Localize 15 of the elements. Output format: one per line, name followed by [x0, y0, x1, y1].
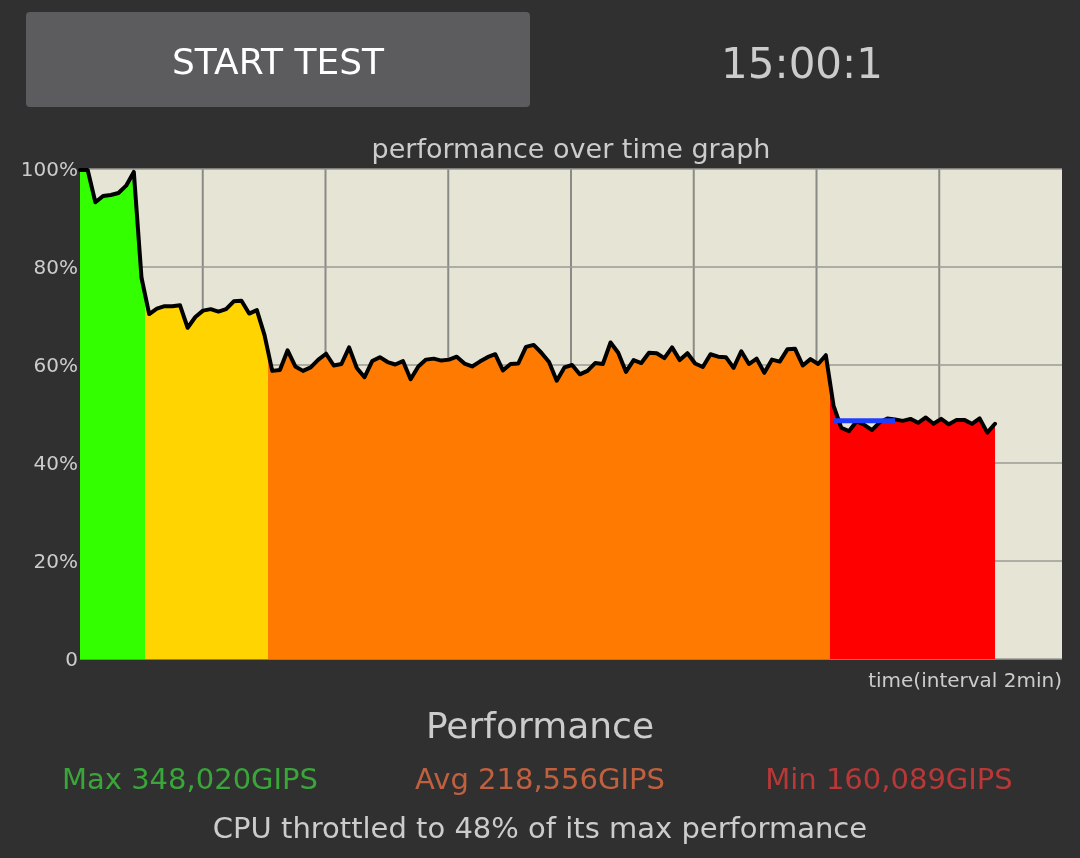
text: Performance — [425, 705, 655, 746]
x-axis-title: time(interval 2min) — [868, 668, 1062, 692]
chart-title: performance over time graph — [371, 133, 771, 164]
text: CPU throttled to 48% of its max performance — [212, 811, 868, 845]
y-tick-label: 100% — [20, 157, 78, 181]
text: Max 348,020GIPS — [61, 762, 319, 796]
y-tick-label: 0 — [65, 647, 78, 671]
y-tick-label: 40% — [33, 451, 78, 475]
y-tick-label: 60% — [33, 353, 78, 377]
text: Min 160,089GIPS — [765, 762, 1013, 796]
y-tick-label: 80% — [33, 255, 78, 279]
y-tick-label: 20% — [33, 549, 78, 573]
text: START TEST — [171, 41, 386, 82]
text: 15:00:1 — [721, 39, 883, 88]
text: Avg 218,556GIPS — [415, 762, 665, 796]
